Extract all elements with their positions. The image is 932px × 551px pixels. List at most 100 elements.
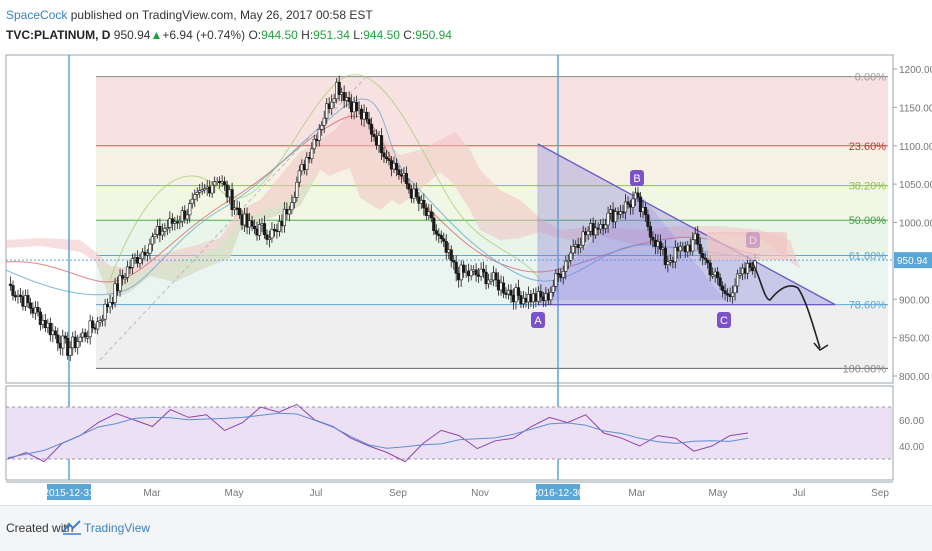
candle-body xyxy=(237,207,242,216)
candle-body xyxy=(250,220,254,227)
candle-body xyxy=(422,199,426,209)
candle-body xyxy=(489,279,493,282)
price-tick-label: 800.00 xyxy=(899,372,930,383)
candle-body xyxy=(631,198,635,208)
candle-body xyxy=(716,271,720,279)
ichimoku-cloud-bull xyxy=(96,170,320,300)
low-label: L: xyxy=(353,28,364,42)
candle-body xyxy=(539,291,543,298)
candle-body xyxy=(198,190,202,193)
candle-body xyxy=(178,220,182,223)
candle-body xyxy=(354,102,359,112)
candle-body xyxy=(317,129,321,141)
rsi-signal-line xyxy=(7,412,749,459)
candle-body xyxy=(666,261,670,265)
abcd-shape xyxy=(538,190,725,300)
lagging-span-line xyxy=(109,74,541,281)
candle-body xyxy=(98,320,102,323)
candle-body xyxy=(148,243,152,254)
candle-body xyxy=(516,287,521,296)
candle-body xyxy=(721,285,725,291)
candle-body xyxy=(193,194,197,200)
pattern-marker-c[interactable] xyxy=(717,312,731,328)
candle-body xyxy=(372,134,376,137)
price-chart[interactable]: 0.00% 23.60% 38.20% 50.00% 61.80% 78.60% 100.0… xyxy=(0,0,932,505)
candle-body xyxy=(638,196,643,212)
candle-body xyxy=(462,264,466,273)
price-change: +6.94 (+0.74%) xyxy=(162,28,246,42)
pattern-label: B xyxy=(633,173,640,185)
candle-body xyxy=(429,211,433,219)
price-tick-label: 1000.00 xyxy=(899,219,932,230)
time-tick-label: Jul xyxy=(310,488,323,499)
time-tick-label: Mar xyxy=(628,488,646,499)
candle-body xyxy=(66,338,70,356)
candle-body xyxy=(312,138,316,150)
time-tick-label: 2015-12-31 xyxy=(43,488,95,499)
candle-body xyxy=(745,263,750,274)
candle-body xyxy=(150,236,155,245)
candle-body xyxy=(646,214,650,227)
candle-body xyxy=(663,247,667,265)
candle-body xyxy=(165,227,169,230)
candle-body xyxy=(673,247,677,263)
candle-body xyxy=(203,188,207,191)
candle-body xyxy=(509,289,513,296)
candle-body xyxy=(594,227,598,236)
candle-body xyxy=(454,261,458,274)
candle-body xyxy=(265,234,269,240)
candle-body xyxy=(297,170,301,183)
candle-body xyxy=(379,135,384,154)
candle-body xyxy=(200,189,204,192)
candle-body xyxy=(76,341,80,348)
time-tick-label: Sep xyxy=(389,488,407,499)
symbol-label[interactable]: TVC:PLATINUM, D xyxy=(6,28,111,42)
candle-body xyxy=(125,266,130,278)
pattern-marker-b[interactable] xyxy=(630,170,644,186)
arrow-head-icon xyxy=(813,342,829,352)
candle-body xyxy=(586,230,590,236)
published-text: published on TradingView.com, May 26, 20… xyxy=(70,8,373,22)
candle-body xyxy=(28,302,33,309)
fib-zone xyxy=(96,76,888,146)
tradingview-logo-icon xyxy=(62,520,81,535)
time-tick-label: Jul xyxy=(793,488,806,499)
time-tick-label: May xyxy=(709,488,728,499)
future-cloud xyxy=(707,232,787,260)
pattern-marker-a[interactable] xyxy=(531,312,545,328)
candle-body xyxy=(367,118,371,125)
time-tick-label: Mar xyxy=(143,488,161,499)
candle-body xyxy=(437,233,441,236)
candle-body xyxy=(88,320,92,338)
candle-body xyxy=(277,221,282,232)
candle-body xyxy=(230,189,234,211)
candle-body xyxy=(658,241,662,250)
fib-label: 61.80% xyxy=(849,251,887,263)
candle-body xyxy=(322,117,326,126)
candle-body xyxy=(101,318,105,321)
candle-body xyxy=(691,239,695,252)
tradingview-brand-link[interactable]: TradingView xyxy=(84,521,151,535)
candle-body xyxy=(56,334,60,344)
conversion-line xyxy=(5,98,761,296)
author-link[interactable]: SpaceCock xyxy=(6,8,68,22)
time-tick-label: May xyxy=(225,488,244,499)
candle-body xyxy=(330,101,334,110)
candle-body xyxy=(252,225,257,230)
open-value: 944.50 xyxy=(261,28,298,42)
triangle-upper-edge xyxy=(537,143,836,306)
candle-body xyxy=(347,97,351,103)
candle-body xyxy=(551,285,555,293)
candle-body xyxy=(130,258,135,268)
candle-body xyxy=(561,271,565,278)
candle-body xyxy=(571,246,575,254)
candle-body xyxy=(170,218,174,224)
created-with-text: Created with xyxy=(6,521,74,535)
candle-body xyxy=(613,211,618,223)
candle-body xyxy=(404,173,409,184)
candle-body xyxy=(364,111,369,120)
candle-body xyxy=(91,320,95,328)
candle-body xyxy=(479,268,483,277)
candle-body xyxy=(337,81,341,95)
candle-body xyxy=(210,184,214,194)
